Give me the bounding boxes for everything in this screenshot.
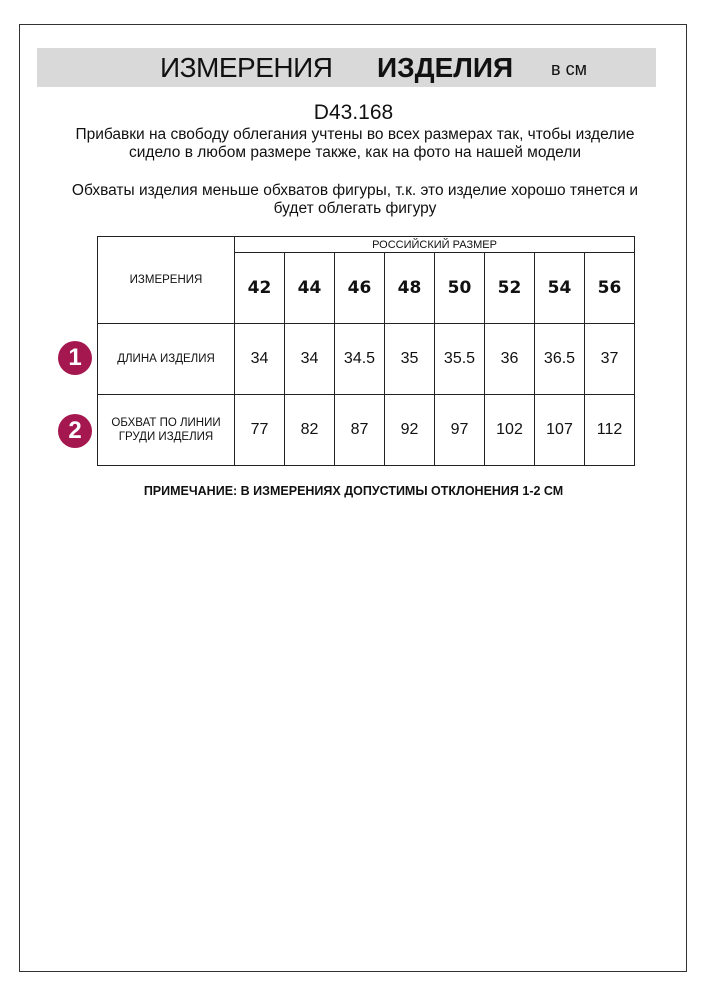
size-header: 44 <box>284 252 335 324</box>
value-cell: 82 <box>284 394 335 466</box>
value-cell: 87 <box>334 394 385 466</box>
title-bold: ИЗДЕЛИЯ <box>377 52 514 83</box>
table-row: ДЛИНА ИЗДЕЛИЯ 34 34 34.5 35 35.5 36 36.5 37 <box>97 323 635 395</box>
value-cell: 77 <box>234 394 285 466</box>
value-cell: 36.5 <box>534 323 585 395</box>
size-table: ИЗМЕРЕНИЯ РОССИЙСКИЙ РАЗМЕР 42 44 46 48 50 52… <box>97 236 635 466</box>
value-cell: 112 <box>584 394 635 466</box>
sizes-row: 42 44 46 48 50 52 54 56 <box>98 252 635 324</box>
table-row: ОБХВАТ ПО ЛИНИИ ГРУДИ ИЗДЕЛИЯ 77 82 87 92 97… <box>97 394 635 466</box>
value-cell: 102 <box>484 394 535 466</box>
corner-header: ИЗМЕРЕНИЯ <box>97 236 235 324</box>
value-cell: 92 <box>384 394 435 466</box>
title-regular: ИЗМЕРЕНИЯ <box>160 52 333 83</box>
title-band <box>37 48 656 87</box>
row-label: ОБХВАТ ПО ЛИНИИ ГРУДИ ИЗДЕЛИЯ <box>97 394 235 466</box>
tolerance-note: ПРИМЕЧАНИЕ: В ИЗМЕРЕНИЯХ ДОПУСТИМЫ ОТКЛО… <box>143 484 564 498</box>
fit-note: Прибавки на свободу облегания учтены во … <box>75 126 635 161</box>
value-cell: 36 <box>484 323 535 395</box>
value-cell: 34 <box>284 323 335 395</box>
group-header: РОССИЙСКИЙ РАЗМЕР <box>234 236 635 253</box>
page-frame <box>19 24 687 972</box>
value-cell: 35.5 <box>434 323 485 395</box>
row-label: ДЛИНА ИЗДЕЛИЯ <box>97 323 235 395</box>
size-header: 50 <box>434 252 485 324</box>
value-cell: 34 <box>234 323 285 395</box>
value-cell: 37 <box>584 323 635 395</box>
stretch-note: Обхваты изделия меньше обхватов фигуры, … <box>71 182 639 217</box>
badge-2: 2 <box>58 414 92 448</box>
size-header: 54 <box>534 252 585 324</box>
size-header: 46 <box>334 252 385 324</box>
size-header: 52 <box>484 252 535 324</box>
size-header: 56 <box>584 252 635 324</box>
value-cell: 34.5 <box>334 323 385 395</box>
title-unit: в см <box>551 59 587 79</box>
size-header: 42 <box>234 252 285 324</box>
article-code: D43.168 <box>313 101 394 124</box>
value-cell: 97 <box>434 394 485 466</box>
value-cell: 35 <box>384 323 435 395</box>
size-header: 48 <box>384 252 435 324</box>
badge-1: 1 <box>58 341 92 375</box>
value-cell: 107 <box>534 394 585 466</box>
